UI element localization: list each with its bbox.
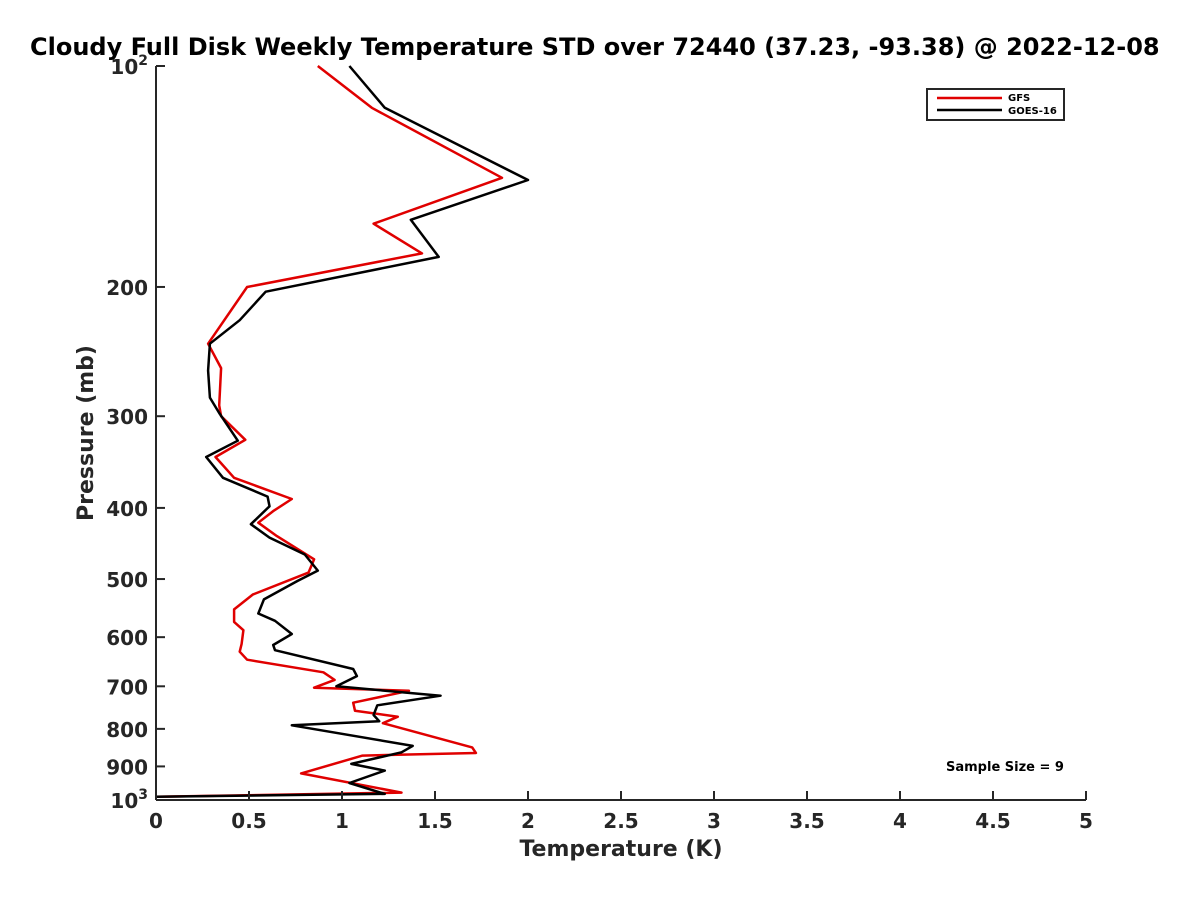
y-axis-ticks: 102 200 300 400 500 600 700 800 900 103 <box>106 53 165 813</box>
y-tick-label: 102 <box>110 53 148 79</box>
y-tick-label: 300 <box>106 405 148 429</box>
legend-label-gfs: GFS <box>1008 93 1030 104</box>
y-tick-label: 500 <box>106 568 148 592</box>
x-tick-label: 1 <box>335 809 349 833</box>
x-tick-label: 2 <box>521 809 535 833</box>
x-tick-label: 0.5 <box>231 809 266 833</box>
y-tick-label: 103 <box>110 787 148 813</box>
legend-box <box>926 88 1065 121</box>
x-tick-label: 3 <box>707 809 721 833</box>
x-tick-label: 1.5 <box>417 809 452 833</box>
series-line-gfs <box>155 65 504 799</box>
y-axis-label: Pressure (mb) <box>74 345 99 521</box>
x-tick-label: 4 <box>893 809 907 833</box>
legend: GFS GOES-16 <box>926 88 1065 121</box>
y-tick-label: 600 <box>106 626 148 650</box>
x-axis-label: Temperature (K) <box>519 837 722 862</box>
y-tick-label: 900 <box>106 755 148 779</box>
y-tick-label: 200 <box>106 276 148 300</box>
y-tick-label: 800 <box>106 718 148 742</box>
x-tick-label: 2.5 <box>603 809 638 833</box>
y-tick-label: 700 <box>106 675 148 699</box>
x-tick-label: 3.5 <box>789 809 824 833</box>
x-tick-label: 0 <box>149 809 163 833</box>
sample-size-annotation: Sample Size = 9 <box>946 760 1064 775</box>
x-axis-ticks: 0 0.5 1 1.5 2 2.5 3 3.5 4 4.5 5 <box>149 791 1093 833</box>
chart-title: Cloudy Full Disk Weekly Temperature STD … <box>30 33 1160 61</box>
series-line-goes16 <box>155 65 530 799</box>
legend-label-goes16: GOES-16 <box>1008 106 1057 117</box>
plot-lines <box>155 65 530 799</box>
y-tick-label: 400 <box>106 497 148 521</box>
x-tick-label: 4.5 <box>975 809 1010 833</box>
x-tick-label: 5 <box>1079 809 1093 833</box>
